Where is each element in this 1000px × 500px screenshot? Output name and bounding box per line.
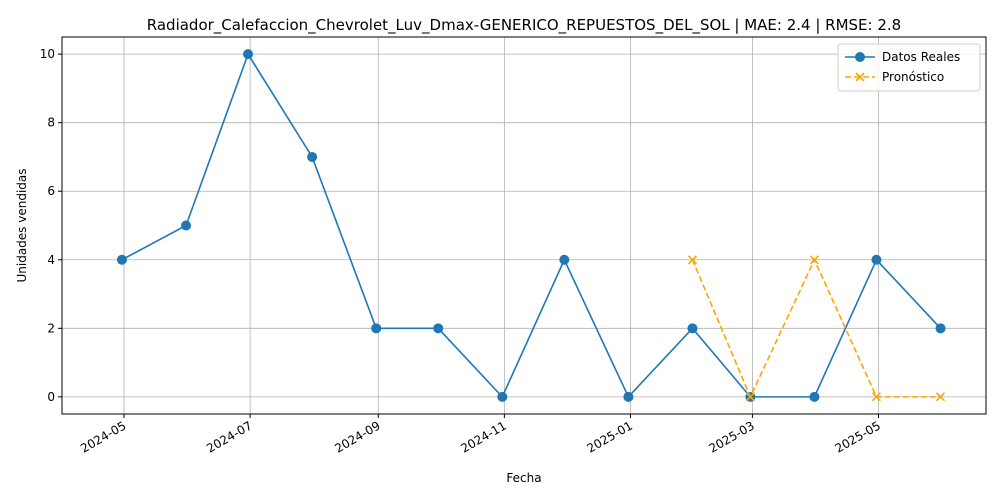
data-point xyxy=(243,49,254,60)
x-tick-label: 2025-03 xyxy=(706,418,756,455)
data-point xyxy=(559,254,570,265)
data-point xyxy=(935,323,946,334)
data-point xyxy=(116,254,127,265)
data-point xyxy=(871,254,882,265)
x-tick-label: 2024-11 xyxy=(458,418,508,455)
data-point xyxy=(745,392,755,402)
y-axis: 0 2 4 6 8 10 xyxy=(40,47,62,404)
chart-title: Radiador_Calefaccion_Chevrolet_Luv_Dmax-… xyxy=(147,16,901,35)
data-point xyxy=(935,392,946,402)
data-point xyxy=(809,391,820,402)
data-point xyxy=(871,392,882,402)
x-tick-label: 2024-05 xyxy=(78,418,128,455)
plot-frame xyxy=(61,36,987,415)
legend-marker xyxy=(855,52,865,62)
y-tick-label: 8 xyxy=(47,116,55,130)
legend-marker xyxy=(855,72,865,82)
series-datos-reales xyxy=(116,49,946,402)
y-tick-label: 4 xyxy=(47,253,55,267)
data-point xyxy=(809,255,819,265)
data-point xyxy=(433,323,444,334)
data-point xyxy=(371,323,382,334)
data-point xyxy=(181,220,192,231)
legend-label: Pronóstico xyxy=(882,70,944,84)
y-tick-label: 2 xyxy=(47,321,55,335)
data-point xyxy=(497,391,508,402)
x-axis-label: Fecha xyxy=(506,471,541,485)
legend: Datos Reales Pronóstico xyxy=(837,43,981,92)
data-point xyxy=(687,255,698,265)
legend-label: Datos Reales xyxy=(882,50,960,64)
x-tick-label: 2024-07 xyxy=(204,418,254,455)
x-tick-label: 2024-09 xyxy=(332,418,382,455)
x-tick-label: 2025-01 xyxy=(585,418,635,455)
series-pronostico xyxy=(687,255,946,402)
data-point xyxy=(623,391,634,402)
y-tick-label: 0 xyxy=(47,390,55,404)
data-point xyxy=(307,151,318,162)
data-point xyxy=(687,323,698,334)
y-tick-label: 6 xyxy=(47,184,55,198)
y-tick-label: 10 xyxy=(40,47,55,61)
x-axis: 2024-05 2024-07 2024-09 2024-11 2025-01 2025-… xyxy=(78,414,883,456)
grid xyxy=(62,37,986,414)
series-line xyxy=(121,52,942,399)
y-axis-label: Unidades vendidas xyxy=(15,168,29,282)
legend-box xyxy=(837,43,981,92)
x-tick-label: 2025-05 xyxy=(833,418,883,455)
series-layer xyxy=(116,49,946,402)
